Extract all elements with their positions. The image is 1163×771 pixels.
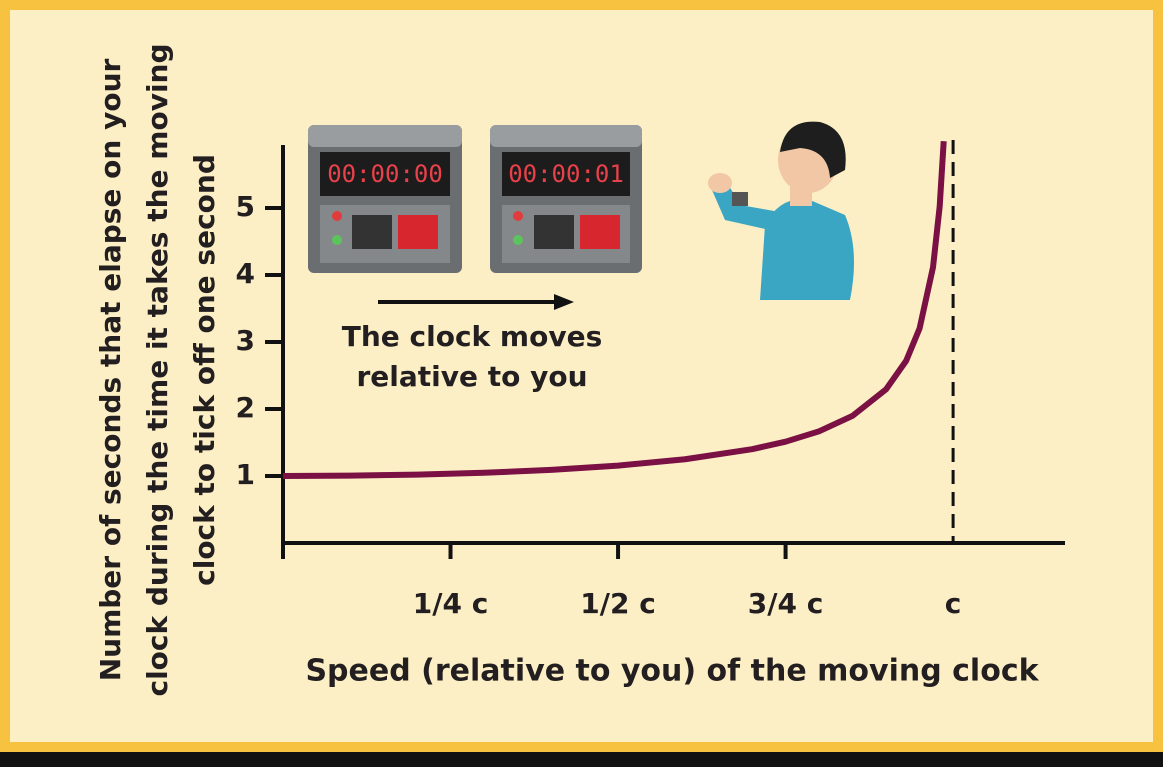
person-illustration	[708, 121, 854, 300]
y-axis-label: clock to tick off one second	[188, 154, 221, 586]
x-tick-label: 3/4 c	[748, 587, 824, 620]
y-tick-label: 5	[236, 190, 255, 223]
clock-display: 00:00:00	[327, 160, 443, 188]
curve	[282, 140, 947, 479]
annotation: The clock moves	[342, 320, 603, 353]
y-tick-label: 2	[236, 391, 255, 424]
x-tick-label: 1/2 c	[580, 587, 656, 620]
x-tick-label: c	[945, 587, 962, 620]
clock-display: 00:00:01	[508, 160, 624, 188]
y-tick-label: 3	[236, 324, 255, 357]
x-axis-label: Speed (relative to you) of the moving cl…	[305, 654, 1039, 689]
y-axis-label: clock during the time it takes the movin…	[141, 43, 174, 696]
y-tick-label: 1	[236, 458, 255, 491]
x-tick-label: 1/4 c	[413, 587, 489, 620]
annotation: relative to you	[356, 360, 587, 393]
arrow-head	[554, 294, 574, 310]
clock	[308, 125, 462, 273]
clock	[490, 125, 642, 273]
y-tick-label: 4	[236, 257, 255, 290]
bottom-bar	[0, 752, 1163, 767]
y-axis-label: Number of seconds that elapse on your	[94, 59, 127, 682]
